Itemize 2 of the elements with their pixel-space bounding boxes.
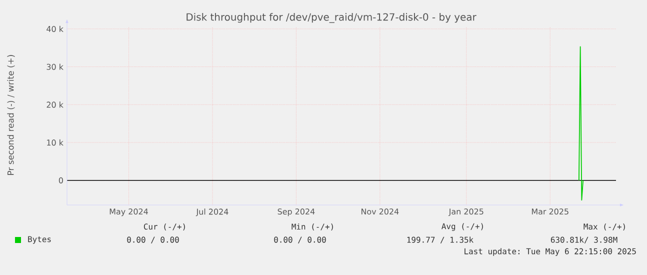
y-axis-title: Pr second read (-) / write (+) bbox=[7, 55, 15, 175]
chart-title: Disk throughput for /dev/pve_raid/vm-127-disk-0 - by year bbox=[186, 13, 476, 23]
